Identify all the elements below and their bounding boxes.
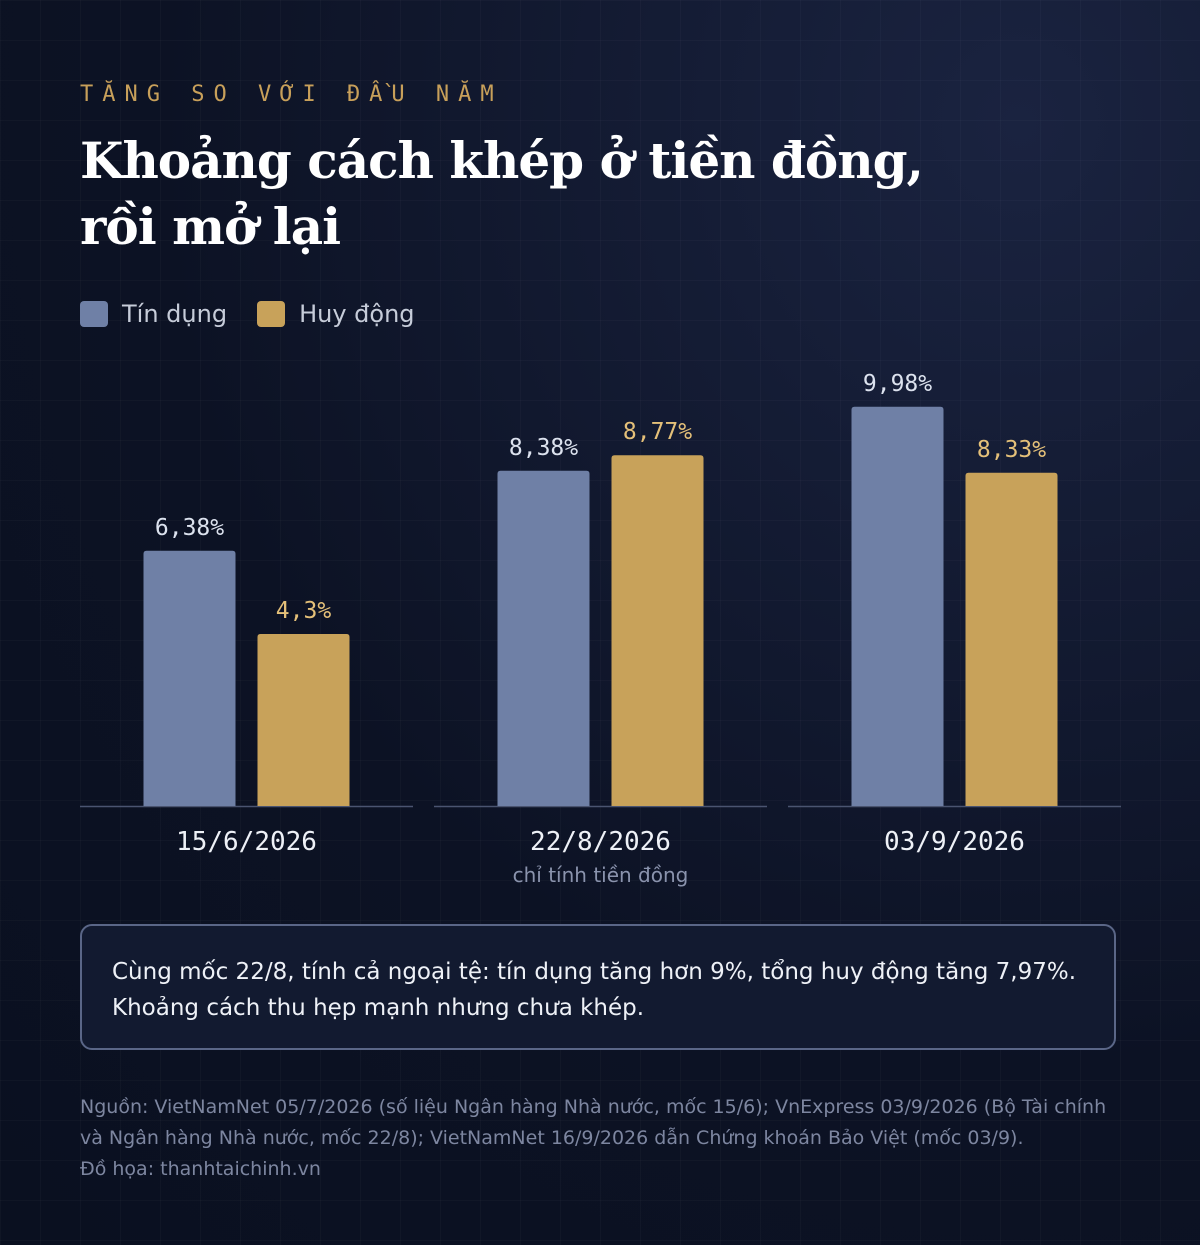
chart-title: Khoảng cách khép ở tiền đồng, rồi mở lại <box>80 128 980 260</box>
chart-legend: Tín dụng Huy động <box>80 300 415 328</box>
bar-credit-2 <box>497 470 590 806</box>
note-line-2: Khoảng cách thu hẹp mạnh nhưng chưa khép… <box>112 995 645 1021</box>
legend-swatch-deposit <box>257 301 286 327</box>
graphic-credit: Đồ họa: thanhtaichinh.vn <box>80 1158 321 1180</box>
bar-deposit-3 <box>965 472 1058 806</box>
legend-label-deposit: Huy động <box>299 300 415 328</box>
x-tick-label-1: 15/6/2026 <box>176 827 317 857</box>
note-box: Cùng mốc 22/8, tính cả ngoại tệ: tín dụn… <box>80 924 1116 1050</box>
note-line-1: Cùng mốc 22/8, tính cả ngoại tệ: tín dụn… <box>112 959 1077 985</box>
chart-title-line-1: Khoảng cách khép ở tiền đồng, <box>80 131 924 190</box>
bar-credit-3 <box>851 406 944 806</box>
data-label-deposit-3: 8,33% <box>977 437 1046 463</box>
legend-swatch-credit <box>80 301 108 327</box>
data-label-deposit-1: 4,3% <box>276 598 332 624</box>
legend-label-credit: Tín dụng <box>122 300 228 328</box>
source-note: Nguồn: VietNamNet 05/7/2026 (số liệu Ngâ… <box>80 1092 1120 1185</box>
x-tick-note-2: chỉ tính tiền đồng <box>513 863 689 887</box>
bar-deposit-2 <box>611 455 704 806</box>
data-label-deposit-2: 8,77% <box>623 419 692 445</box>
legend-item-credit: Tín dụng <box>80 300 227 328</box>
x-tick-label-3: 03/9/2026 <box>884 827 1025 857</box>
bar-credit-1 <box>143 550 236 806</box>
x-tick-label-2: 22/8/2026 <box>530 827 671 857</box>
bar-deposit-1 <box>257 634 350 806</box>
data-label-credit-1: 6,38% <box>155 515 224 541</box>
chart-title-line-2: rồi mở lại <box>80 197 341 256</box>
source-text: Nguồn: VietNamNet 05/7/2026 (số liệu Ngâ… <box>80 1096 1107 1149</box>
legend-item-deposit: Huy động <box>257 300 415 328</box>
bar-chart: 6,38% 4,3% 15/6/2026 8,38% 8,77% 22/8/2026 chỉ… <box>80 371 1121 887</box>
data-label-credit-3: 9,98% <box>863 371 932 397</box>
data-label-credit-2: 8,38% <box>509 435 578 461</box>
chart-eyebrow: TĂNG SO VỚI ĐẦU NĂM <box>80 82 503 107</box>
